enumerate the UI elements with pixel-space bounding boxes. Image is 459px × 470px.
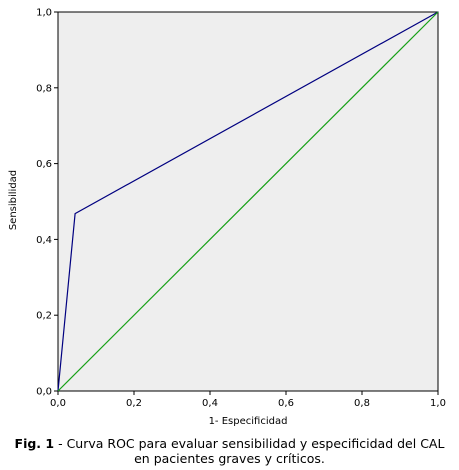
figure-caption-text: - Curva ROC para evaluar sensibilidad y … [54,436,445,466]
y-axis-title: Sensibilidad [8,170,19,230]
y-tick-label: 0,8 [36,83,52,94]
x-axis: 0,0 0,2 0,4 0,6 0,8 1,0 [50,391,446,409]
y-axis: 0,0 0,2 0,4 0,6 0,8 1,0 [36,8,58,398]
roc-chart: 0,0 0,2 0,4 0,6 0,8 1,0 0,0 0,2 0,4 0,6 0,8 1,0 1-… [8,8,446,428]
y-tick-label: 0,0 [36,387,52,398]
y-tick-label: 1,0 [36,8,52,19]
x-tick-label: 0,6 [278,398,294,409]
y-tick-label: 0,6 [36,159,52,170]
figure-caption: Fig. 1 - Curva ROC para evaluar sensibil… [8,436,451,466]
x-tick-label: 0,4 [202,398,218,409]
x-tick-label: 0,2 [126,398,142,409]
y-tick-label: 0,4 [36,235,52,246]
roc-curve-line [57,11,439,392]
x-tick-label: 0,0 [50,398,66,409]
x-axis-title: 1- Especificidad [209,416,288,427]
series-layer [57,11,439,392]
x-tick-label: 0,8 [354,398,370,409]
x-tick-label: 1,0 [430,398,446,409]
reference-diagonal-line [57,11,439,392]
figure-label: Fig. 1 [14,436,55,451]
y-tick-label: 0,2 [36,311,52,322]
